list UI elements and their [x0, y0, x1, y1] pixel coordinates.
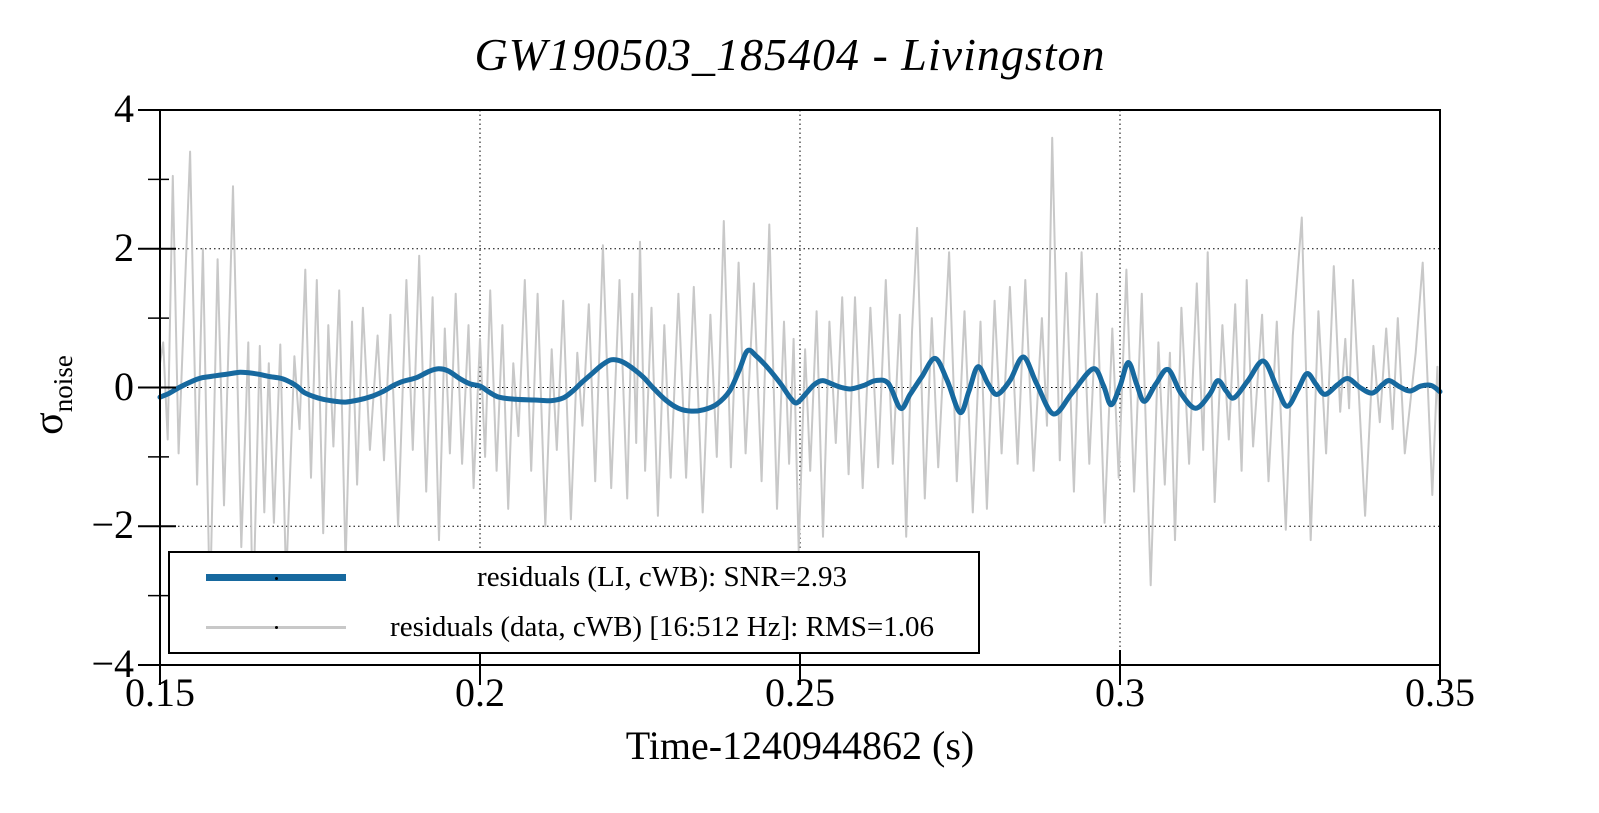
y-axis-title-base: σ	[26, 412, 72, 435]
x-tick-label: 0.35	[1405, 670, 1475, 715]
x-tick-label: 0.15	[125, 670, 195, 715]
x-tick-label: 0.3	[1095, 670, 1145, 715]
chart-title: GW190503_185404 - Livingston	[474, 29, 1106, 80]
legend-marker-dot	[275, 626, 278, 630]
y-tick-label: 0	[114, 363, 134, 409]
y-tick-label: 4	[114, 86, 134, 131]
y-tick-label: −2	[91, 502, 134, 548]
legend-entry-model: residuals (LI, cWB): SNR=2.93	[170, 553, 978, 603]
y-tick-label: −4	[91, 641, 134, 686]
x-axis-title: Time-1240944862 (s)	[625, 723, 975, 768]
legend-label-model: residuals (LI, cWB): SNR=2.93	[477, 561, 847, 594]
x-tick-label: 0.2	[455, 670, 505, 715]
legend-marker-dot	[275, 576, 278, 580]
legend-label-data: residuals (data, cWB) [16:512 Hz]: RMS=1…	[390, 610, 934, 643]
data-residuals-curve	[159, 136, 1441, 625]
x-tick-label: 0.25	[765, 670, 835, 715]
model-residuals-curve	[157, 347, 1443, 417]
legend-line-sample-model	[206, 574, 346, 582]
legend-box: residuals (LI, cWB): SNR=2.93 residuals …	[168, 551, 980, 654]
legend-line-sample-data	[206, 625, 346, 630]
y-tick-label: 2	[114, 224, 134, 270]
legend-entry-data: residuals (data, cWB) [16:512 Hz]: RMS=1…	[170, 603, 978, 653]
